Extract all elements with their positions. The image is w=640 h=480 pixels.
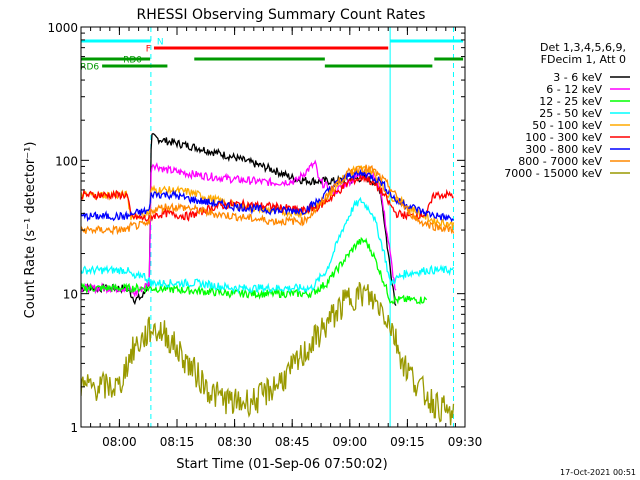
x-axis-label: Start Time (01-Sep-06 07:50:02) xyxy=(176,457,387,472)
x-tick-label: 09:30 xyxy=(448,435,483,449)
x-tick-label: 09:00 xyxy=(333,435,368,449)
legend-label: 7000 - 15000 keV xyxy=(504,167,602,180)
legend-header: FDecim 1, Att 0 xyxy=(541,53,626,66)
x-tick-label: 08:45 xyxy=(275,435,310,449)
series-line xyxy=(81,236,428,305)
x-tick-label: 08:00 xyxy=(102,435,137,449)
y-axis-label: Count Rate (s⁻¹ detector⁻¹) xyxy=(23,142,38,319)
y-tick-label: 1000 xyxy=(47,21,78,35)
x-tick-label: 09:15 xyxy=(390,435,425,449)
series-line xyxy=(81,173,454,223)
legend-label: 50 - 100 keV xyxy=(532,119,602,132)
legend-label: 3 - 6 keV xyxy=(553,71,602,84)
flag-bar-label: RD0 xyxy=(123,56,142,66)
legend-label: 12 - 25 keV xyxy=(539,95,602,108)
series-line xyxy=(81,164,455,236)
flag-bar-label: RD6 xyxy=(80,63,99,73)
legend-label: 6 - 12 keV xyxy=(546,83,602,96)
x-tick-label: 08:15 xyxy=(160,435,195,449)
series-line xyxy=(81,281,455,426)
flag-bar-label: N xyxy=(157,38,164,48)
y-tick-label: 100 xyxy=(55,154,78,168)
legend-label: 25 - 50 keV xyxy=(539,107,602,120)
legend-label: 300 - 800 keV xyxy=(525,143,602,156)
legend-label: 100 - 300 keV xyxy=(525,131,602,144)
y-tick-label: 1 xyxy=(70,421,78,435)
generated-timestamp: 17-Oct-2021 00:51 xyxy=(560,468,636,477)
legend-label: 800 - 7000 keV xyxy=(518,155,602,168)
series-line xyxy=(81,168,454,223)
series-line xyxy=(81,196,455,295)
x-tick-label: 08:30 xyxy=(217,435,252,449)
plot-frame xyxy=(80,26,466,428)
chart-title: RHESSI Observing Summary Count Rates xyxy=(137,7,426,23)
flag-bar-label: F xyxy=(146,45,151,55)
legend-header: Det 1,3,4,5,6,9, xyxy=(540,41,626,54)
y-tick-label: 10 xyxy=(63,288,78,302)
